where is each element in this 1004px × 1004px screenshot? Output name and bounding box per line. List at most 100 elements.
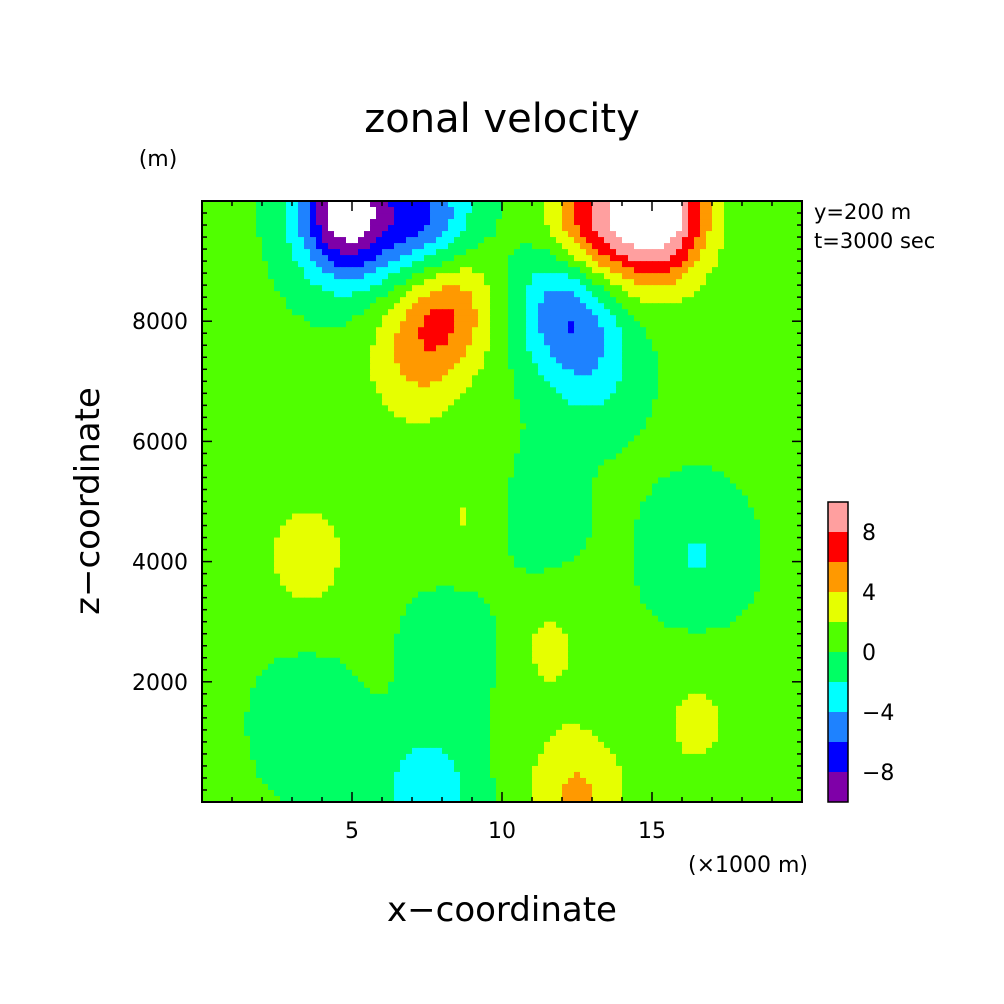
field-cell	[382, 249, 389, 256]
field-cell	[628, 303, 635, 310]
field-cell	[550, 285, 557, 292]
field-cell	[244, 333, 251, 340]
field-cell	[712, 441, 719, 449]
field-cell	[418, 225, 425, 232]
field-cell	[568, 315, 575, 322]
field-cell	[418, 237, 425, 244]
field-cell	[778, 213, 785, 220]
field-cell	[646, 483, 653, 491]
field-cell	[214, 213, 221, 220]
field-cell	[508, 225, 515, 232]
field-cell	[730, 249, 737, 256]
field-cell	[550, 291, 557, 298]
field-cell	[742, 423, 749, 430]
field-cell	[424, 201, 431, 208]
field-cell	[700, 363, 707, 370]
field-cell	[574, 381, 581, 388]
field-cell	[394, 453, 401, 461]
field-cell	[322, 297, 329, 304]
field-cell	[520, 243, 527, 250]
field-cell	[316, 393, 323, 400]
field-cell	[754, 357, 761, 364]
field-cell	[598, 315, 605, 322]
field-cell	[724, 363, 731, 370]
field-cell	[586, 267, 593, 274]
field-cell	[328, 369, 335, 376]
field-cell	[538, 201, 545, 208]
field-cell	[442, 237, 449, 244]
field-cell	[460, 345, 467, 352]
field-cell	[472, 279, 479, 286]
field-cell	[208, 489, 215, 497]
field-cell	[712, 429, 719, 436]
field-cell	[538, 213, 545, 220]
field-cell	[346, 225, 353, 232]
field-cell	[286, 309, 293, 316]
field-cell	[730, 423, 737, 430]
field-cell	[430, 489, 437, 497]
field-cell	[370, 219, 377, 226]
field-cell	[550, 243, 557, 250]
field-cell	[622, 255, 629, 262]
field-cell	[754, 495, 761, 503]
field-cell	[292, 237, 299, 244]
field-cell	[574, 273, 581, 280]
field-cell	[490, 435, 497, 442]
field-cell	[670, 333, 677, 340]
field-cell	[634, 273, 641, 280]
field-cell	[742, 441, 749, 449]
field-cell	[652, 441, 659, 449]
field-cell	[226, 471, 233, 479]
field-cell	[472, 381, 479, 388]
field-cell	[292, 225, 299, 232]
field-cell	[280, 213, 287, 220]
field-cell	[676, 207, 683, 214]
field-cell	[328, 423, 335, 430]
field-cell	[310, 261, 317, 268]
field-cell	[484, 417, 491, 424]
field-cell	[610, 261, 617, 268]
field-cell	[718, 465, 725, 473]
field-cell	[346, 261, 353, 268]
field-cell	[214, 417, 221, 424]
field-cell	[550, 483, 557, 491]
field-cell	[562, 477, 569, 485]
field-cell	[202, 447, 209, 455]
field-cell	[310, 279, 317, 286]
field-cell	[514, 315, 521, 322]
field-cell	[778, 243, 785, 250]
field-cell	[718, 279, 725, 286]
field-cell	[736, 291, 743, 298]
field-cell	[748, 339, 755, 346]
field-cell	[412, 207, 419, 214]
field-cell	[646, 447, 653, 455]
field-cell	[640, 417, 647, 424]
field-cell	[556, 357, 563, 364]
field-cell	[400, 261, 407, 268]
field-cell	[574, 261, 581, 268]
field-cell	[226, 357, 233, 364]
field-cell	[250, 291, 257, 298]
field-cell	[688, 219, 695, 226]
field-cell	[316, 447, 323, 455]
field-cell	[466, 393, 473, 400]
field-cell	[328, 417, 335, 424]
field-cell	[724, 231, 731, 238]
field-cell	[460, 327, 467, 334]
field-cell	[556, 393, 563, 400]
field-cell	[466, 423, 473, 430]
field-cell	[772, 387, 779, 394]
field-cell	[568, 297, 575, 304]
field-cell	[742, 357, 749, 364]
field-cell	[202, 207, 209, 214]
field-cell	[214, 291, 221, 298]
field-cell	[562, 345, 569, 352]
field-cell	[436, 387, 443, 394]
field-cell	[652, 447, 659, 455]
field-cell	[508, 489, 515, 497]
field-cell	[340, 285, 347, 292]
field-cell	[232, 381, 239, 388]
field-cell	[550, 327, 557, 334]
field-cell	[226, 465, 233, 473]
field-cell	[316, 249, 323, 256]
